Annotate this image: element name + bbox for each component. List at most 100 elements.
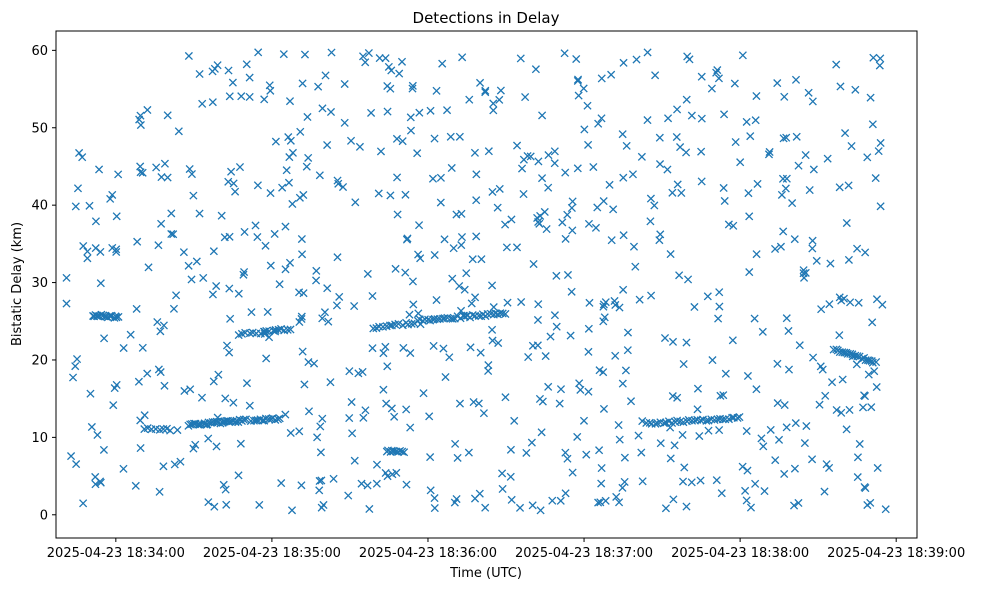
- detection-point: [728, 336, 737, 345]
- detection-point: [447, 163, 456, 173]
- detection-point: [869, 53, 878, 62]
- detection-point: [521, 93, 530, 102]
- detection-point: [138, 168, 147, 177]
- detection-point: [556, 496, 565, 505]
- detection-point: [661, 504, 670, 513]
- detection-point: [597, 74, 606, 83]
- detection-point: [751, 116, 760, 125]
- detection-point: [542, 225, 551, 234]
- detection-point: [408, 277, 417, 286]
- detection-point: [315, 486, 324, 495]
- detection-point: [669, 495, 678, 504]
- detection-point: [472, 196, 481, 205]
- y-tick-label: 20: [31, 353, 48, 368]
- detection-point: [719, 183, 728, 193]
- detection-point: [853, 244, 862, 253]
- detection-point: [143, 105, 152, 115]
- detection-point: [406, 348, 415, 358]
- detection-point: [278, 183, 287, 192]
- detection-point: [746, 503, 756, 512]
- detection-point: [599, 197, 608, 206]
- detection-point: [470, 494, 480, 503]
- detection-point: [765, 147, 774, 157]
- detection-point: [72, 355, 82, 364]
- detection-point: [579, 416, 589, 425]
- detection-point: [537, 428, 546, 437]
- detection-point: [112, 245, 121, 254]
- detection-point: [517, 164, 527, 173]
- detection-point: [666, 250, 675, 259]
- detection-point: [166, 426, 175, 435]
- detection-point: [496, 86, 505, 95]
- detection-point: [673, 105, 682, 114]
- detection-point: [96, 279, 105, 288]
- detection-point: [355, 142, 364, 151]
- detection-point: [386, 84, 395, 93]
- x-tick-label: 2025-04-23 18:35:00: [203, 546, 341, 561]
- detection-point: [573, 76, 582, 85]
- detection-point: [646, 194, 655, 203]
- detection-point: [419, 389, 428, 398]
- detection-point: [154, 365, 163, 374]
- detection-point: [595, 446, 604, 455]
- detection-point: [556, 385, 566, 394]
- detection-point: [653, 419, 662, 428]
- detection-point: [405, 310, 414, 319]
- detection-point: [561, 489, 570, 498]
- detection-point: [597, 479, 606, 488]
- detection-point: [591, 223, 601, 232]
- x-tick-label: 2025-04-23 18:38:00: [671, 546, 809, 561]
- detection-point: [460, 285, 469, 294]
- detection-point: [516, 54, 525, 63]
- detection-point: [550, 159, 559, 168]
- detection-point: [584, 347, 593, 356]
- detection-point: [643, 48, 652, 57]
- detection-point: [847, 142, 856, 151]
- detection-point: [743, 371, 752, 381]
- detection-point: [808, 455, 817, 464]
- detection-point: [690, 302, 699, 312]
- detection-point: [157, 219, 166, 228]
- detection-point: [615, 303, 624, 312]
- detection-point: [239, 415, 248, 424]
- detection-point: [134, 377, 143, 386]
- detection-point: [573, 75, 583, 84]
- detection-point: [576, 385, 585, 394]
- detection-point: [327, 48, 336, 57]
- detection-point: [198, 99, 207, 108]
- detection-point: [597, 464, 606, 473]
- detection-point: [708, 356, 717, 365]
- detection-point: [297, 481, 306, 490]
- detection-point: [687, 478, 696, 487]
- detection-point: [398, 447, 407, 456]
- detection-point: [841, 129, 850, 138]
- detection-point: [682, 95, 691, 104]
- detection-point: [219, 480, 228, 489]
- detection-point: [621, 366, 630, 375]
- detection-point: [643, 116, 652, 125]
- detection-point: [832, 405, 841, 415]
- detection-point: [620, 453, 629, 462]
- detection-point: [679, 360, 688, 369]
- detection-point: [724, 220, 733, 229]
- detection-point: [524, 352, 533, 362]
- detection-point: [348, 429, 357, 438]
- detection-point: [387, 404, 396, 413]
- detection-point: [534, 300, 543, 309]
- detection-point: [225, 232, 234, 241]
- detection-point: [159, 462, 168, 471]
- detection-point: [384, 62, 393, 71]
- detection-point: [471, 293, 480, 302]
- detection-point: [466, 343, 475, 352]
- detection-point: [160, 381, 169, 390]
- detection-point: [367, 108, 376, 117]
- detection-point: [234, 471, 243, 480]
- detection-point: [297, 234, 306, 244]
- detection-point: [402, 405, 411, 414]
- detection-point: [455, 399, 465, 408]
- detection-point: [381, 468, 390, 478]
- detection-point: [375, 54, 384, 63]
- detection-point: [844, 181, 853, 190]
- detection-point: [750, 314, 759, 323]
- y-tick-label: 50: [31, 121, 48, 136]
